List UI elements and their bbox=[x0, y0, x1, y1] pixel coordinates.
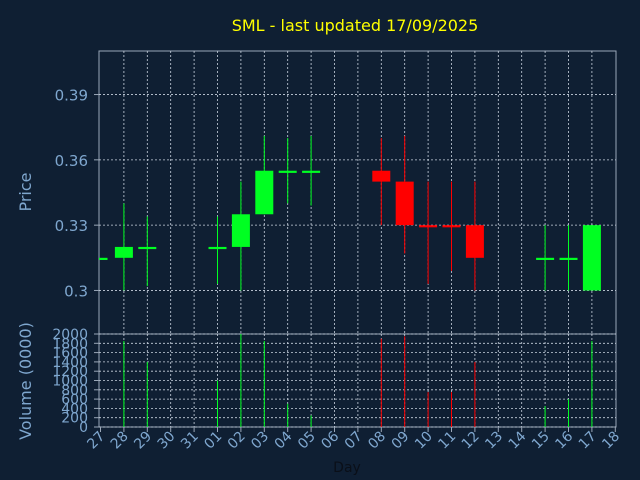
volume-tick-label: 1400 bbox=[52, 355, 88, 371]
volume-tick-label: 1600 bbox=[52, 346, 88, 362]
candle-body bbox=[255, 170, 274, 215]
x-tick-label: 10 bbox=[412, 429, 436, 453]
x-tick-label: 03 bbox=[248, 429, 272, 453]
x-tick-label: 06 bbox=[318, 428, 342, 452]
price-tick-label: 0.39 bbox=[55, 87, 88, 105]
x-tick-label: 07 bbox=[342, 429, 366, 453]
volume-tick-label: 600 bbox=[61, 392, 88, 408]
volume-tick-label: 1200 bbox=[52, 364, 88, 380]
x-tick-label: 29 bbox=[131, 429, 155, 453]
candle-body bbox=[465, 225, 484, 258]
x-tick-label: 02 bbox=[225, 429, 249, 453]
candle-body bbox=[208, 246, 227, 250]
volume-tick-label: 400 bbox=[61, 401, 88, 417]
x-tick-label: 18 bbox=[599, 429, 623, 453]
x-tick-label: 16 bbox=[552, 428, 576, 452]
x-tick-label: 31 bbox=[178, 429, 202, 453]
volume-tick-label: 200 bbox=[61, 411, 88, 427]
candle-body bbox=[278, 170, 297, 173]
x-tick-label: 01 bbox=[201, 429, 225, 453]
candle-body bbox=[442, 225, 461, 228]
volume-tick-label: 0 bbox=[79, 420, 88, 436]
candle-body bbox=[536, 257, 555, 260]
x-tick-label: 17 bbox=[576, 429, 600, 453]
candle-body bbox=[99, 257, 108, 260]
candle-body bbox=[114, 246, 133, 258]
volume-tick-label: 2000 bbox=[52, 327, 88, 343]
candle-body bbox=[302, 170, 321, 173]
candle-body bbox=[582, 225, 601, 291]
candle-body bbox=[372, 170, 391, 182]
candle-body bbox=[395, 181, 414, 226]
volume-tick-label: 800 bbox=[61, 383, 88, 399]
candle-body bbox=[231, 214, 250, 247]
x-tick-label: 13 bbox=[482, 429, 506, 453]
x-tick-label: 05 bbox=[295, 429, 319, 453]
x-tick-label: 11 bbox=[435, 429, 459, 453]
x-axis-label: Day bbox=[333, 460, 361, 476]
price-tick-label: 0.3 bbox=[64, 282, 88, 300]
chart-title: SML - last updated 17/09/2025 bbox=[232, 16, 479, 35]
x-tick-label: 04 bbox=[272, 428, 296, 452]
x-tick-label: 14 bbox=[506, 428, 530, 452]
x-tick-label: 09 bbox=[389, 429, 413, 453]
price-tick-label: 0.36 bbox=[55, 152, 88, 170]
candle-body bbox=[559, 257, 578, 260]
price-panel: 0.39 0.36 0.33 0.3 bbox=[55, 50, 617, 335]
price-axis-label: Price bbox=[16, 172, 35, 211]
volume-tick-label: 1800 bbox=[52, 336, 88, 352]
x-tick-label: 15 bbox=[529, 429, 553, 453]
price-tick-label: 0.33 bbox=[55, 217, 88, 235]
x-tick-label: 28 bbox=[108, 429, 132, 453]
x-tick-label: 30 bbox=[155, 429, 179, 453]
volume-axis-label: Volume (0000) bbox=[16, 322, 35, 440]
volume-tick-label: 1000 bbox=[52, 374, 88, 390]
candle-body bbox=[419, 225, 438, 228]
candle-body bbox=[138, 246, 157, 250]
x-tick-label: 08 bbox=[365, 429, 389, 453]
x-tick-label: 12 bbox=[459, 429, 483, 453]
